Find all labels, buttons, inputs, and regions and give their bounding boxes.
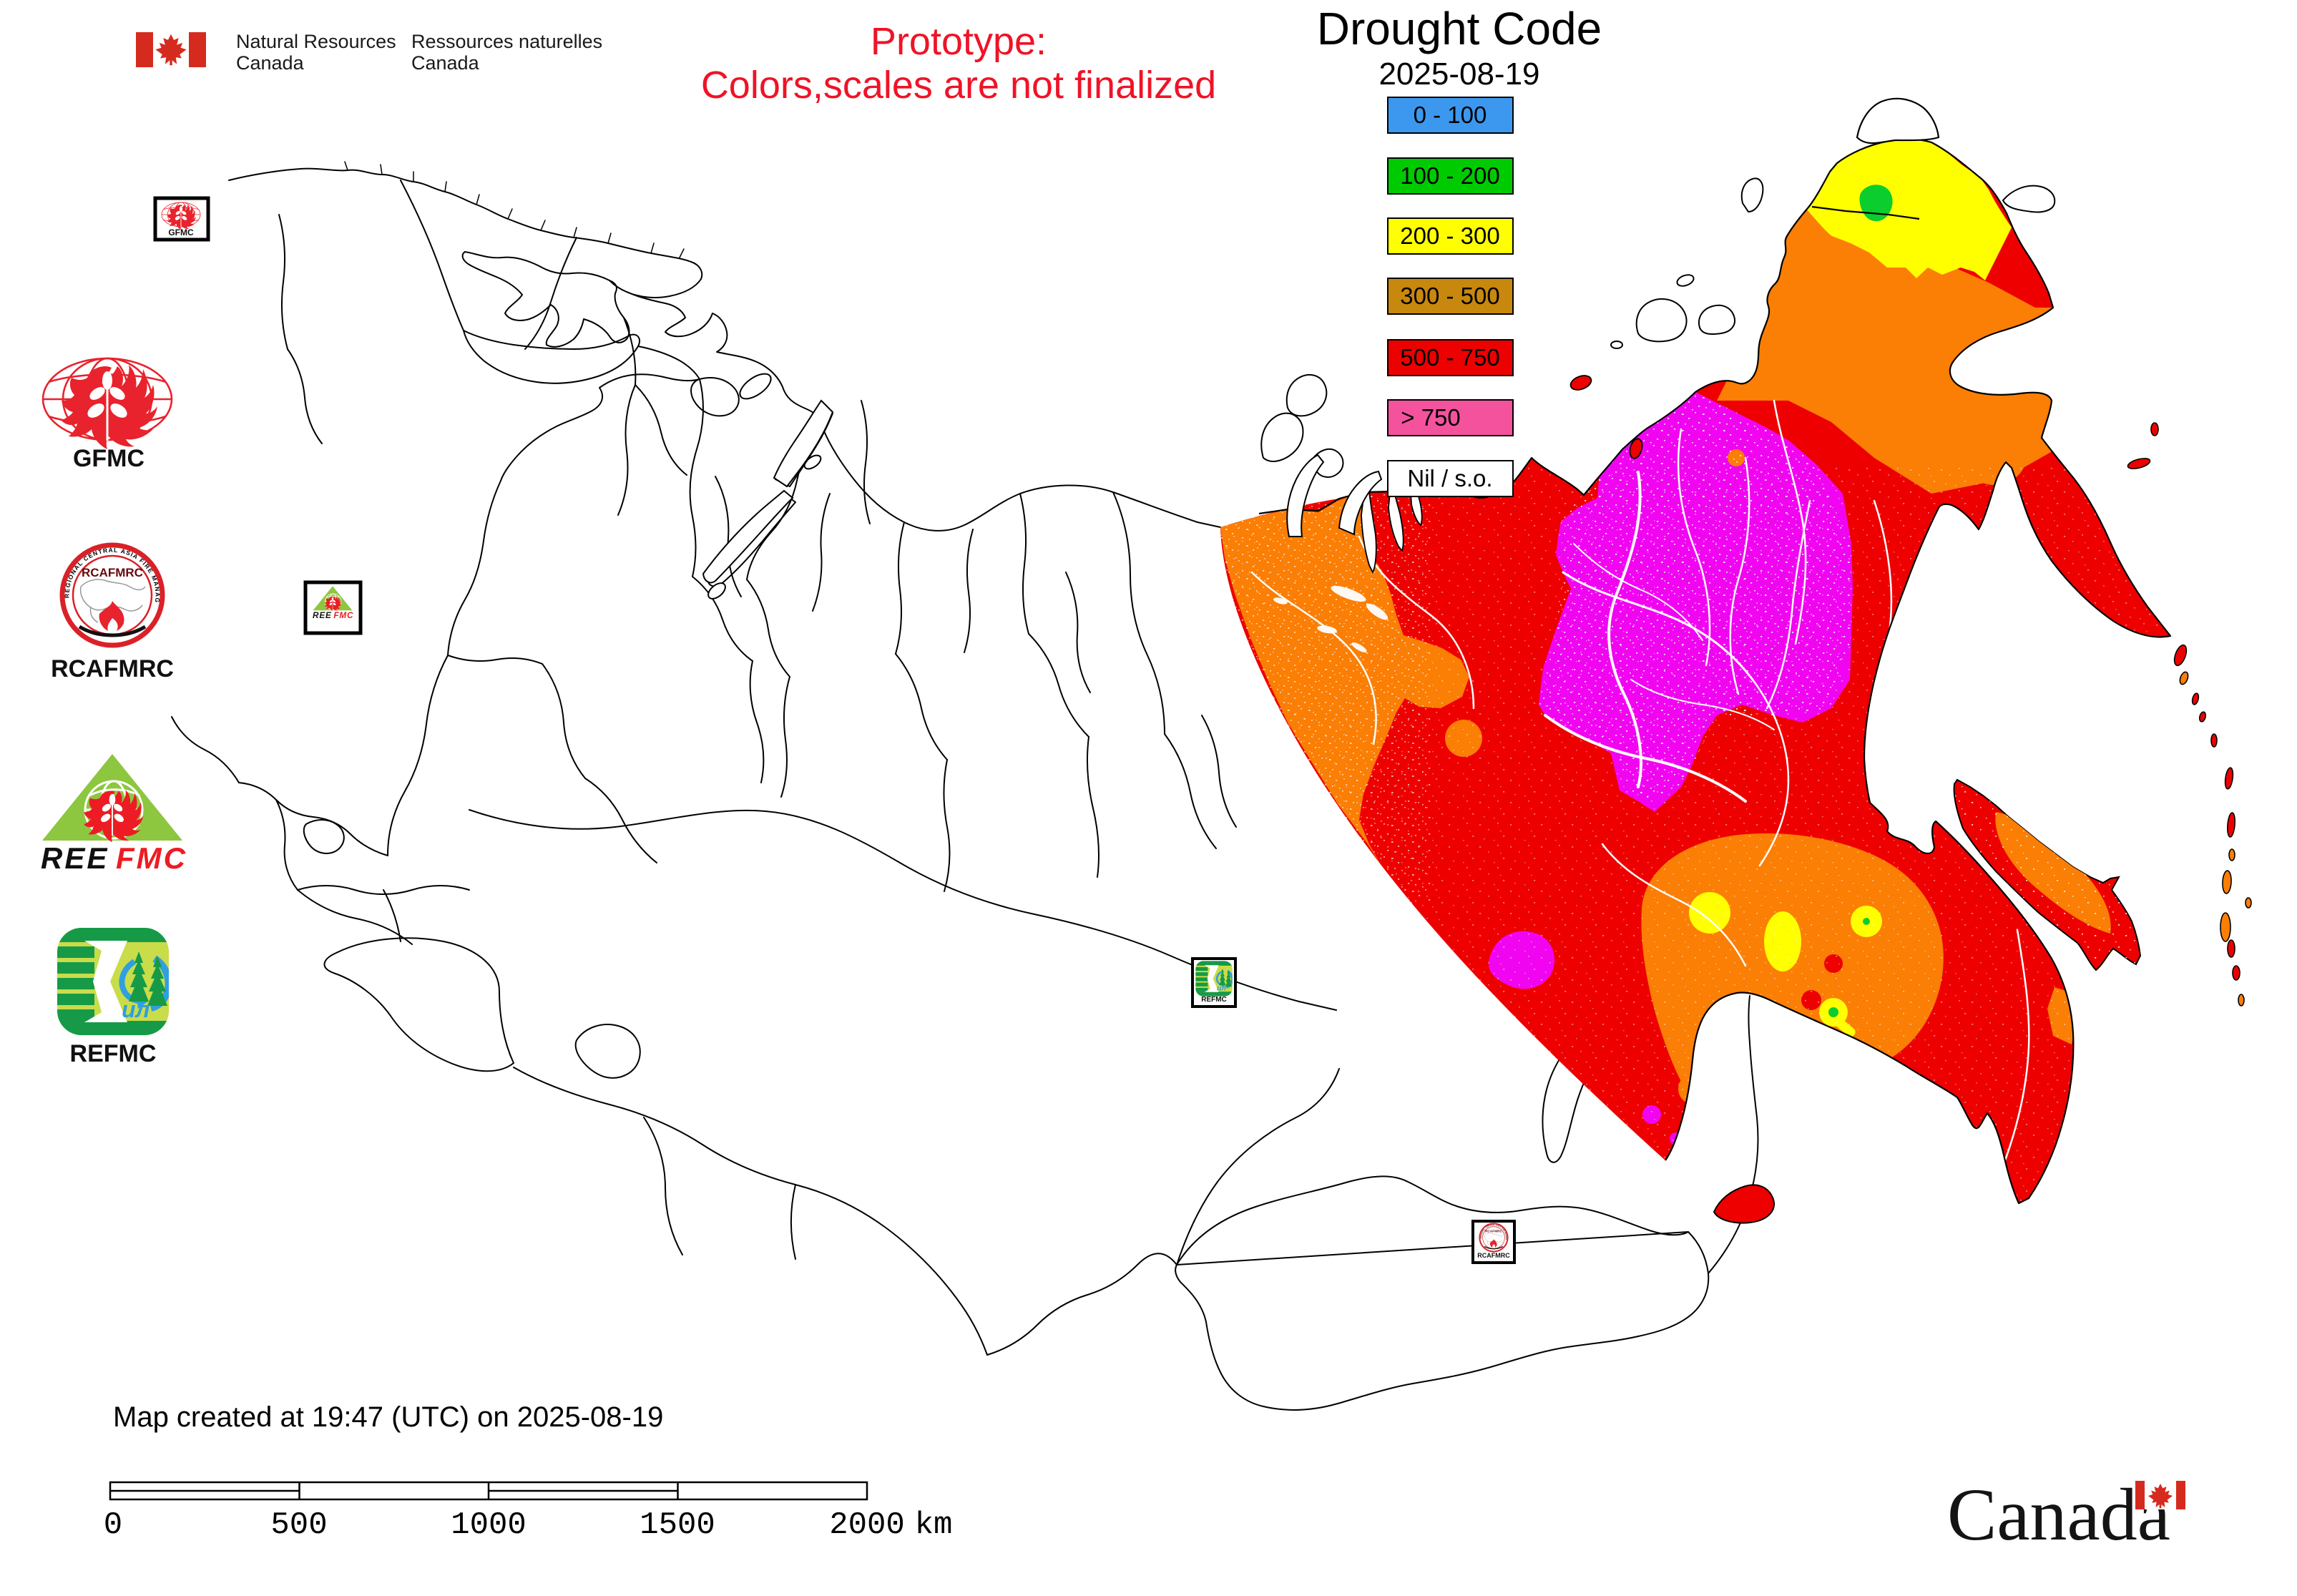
svg-text:Canada: Canada [411, 52, 480, 74]
svg-text:km: km [915, 1507, 953, 1543]
svg-text:0: 0 [104, 1507, 122, 1543]
svg-text:Canada: Canada [236, 52, 305, 74]
svg-text:2025-08-19: 2025-08-19 [1378, 57, 1539, 92]
svg-text:100 - 200: 100 - 200 [1400, 162, 1499, 189]
svg-text:Drought Code: Drought Code [1317, 3, 1602, 54]
svg-text:1000: 1000 [451, 1507, 527, 1543]
svg-text:Map created at 19:47 (UTC) on: Map created at 19:47 (UTC) on 2025-08-19 [113, 1401, 663, 1433]
svg-text:Colors,scales are not finalize: Colors,scales are not finalized [701, 64, 1216, 107]
svg-text:Ressources naturelles: Ressources naturelles [411, 31, 602, 52]
svg-text:200 - 300: 200 - 300 [1400, 222, 1499, 249]
svg-text:GFMC: GFMC [73, 445, 145, 472]
svg-text:500 - 750: 500 - 750 [1400, 344, 1499, 371]
svg-text:1500: 1500 [640, 1507, 715, 1543]
svg-text:REFMC: REFMC [1201, 996, 1227, 1004]
svg-text:300 - 500: 300 - 500 [1400, 283, 1499, 309]
svg-text:> 750: > 750 [1401, 404, 1461, 431]
svg-text:GFMC: GFMC [168, 227, 194, 238]
svg-text:Nil / s.o.: Nil / s.o. [1407, 465, 1492, 491]
svg-text:500: 500 [270, 1507, 327, 1543]
svg-text:Natural Resources: Natural Resources [236, 31, 396, 52]
svg-text:REFMC: REFMC [70, 1040, 157, 1067]
svg-text:Prototype:: Prototype: [871, 20, 1047, 63]
svg-text:RCAFMRC: RCAFMRC [1477, 1252, 1510, 1259]
svg-text:RCAFMRC: RCAFMRC [51, 655, 174, 682]
svg-text:Canada: Canada [1947, 1474, 2170, 1556]
svg-text:2000: 2000 [829, 1507, 905, 1543]
svg-text:0 - 100: 0 - 100 [1414, 102, 1487, 128]
